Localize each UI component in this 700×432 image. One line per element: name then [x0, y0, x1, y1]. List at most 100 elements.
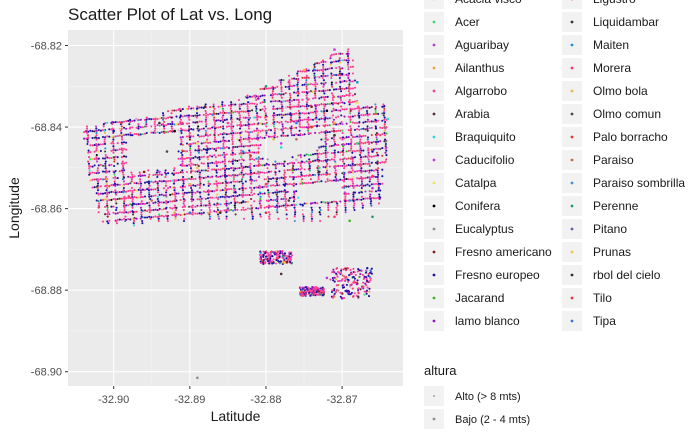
cloud-point [362, 149, 365, 152]
cloud-point [343, 296, 346, 300]
cloud-point [257, 193, 260, 196]
cloud-point [360, 286, 363, 289]
cloud-point [374, 190, 378, 193]
cloud-point [320, 145, 323, 148]
cloud-point [239, 123, 242, 126]
cloud-point [202, 183, 205, 186]
cloud-point [258, 162, 261, 165]
cloud-point [351, 72, 354, 75]
cloud-point [331, 276, 334, 280]
cloud-point [162, 116, 165, 120]
cloud-point [297, 109, 300, 113]
cloud-point [368, 195, 372, 198]
cloud-point [345, 157, 348, 161]
cloud-point [158, 180, 161, 183]
cloud-point [343, 115, 346, 118]
cloud-point [183, 185, 186, 188]
cloud-point [359, 151, 362, 154]
cloud-point [137, 188, 140, 191]
cloud-point [322, 137, 325, 140]
cloud-point [307, 112, 310, 115]
cloud-point [255, 144, 258, 147]
cloud-point [156, 169, 159, 172]
legend-altura-label: Alto (> 8 mts) [455, 391, 521, 403]
cloud-point [295, 175, 298, 179]
legend-key-dot [570, 112, 574, 116]
cloud-point [372, 155, 375, 158]
cloud-point [301, 119, 304, 122]
data-point [158, 121, 161, 125]
cloud-point [217, 215, 220, 218]
cloud-point [239, 120, 242, 124]
cloud-point [343, 80, 346, 83]
cloud-point [135, 189, 138, 192]
cloud-point [277, 253, 281, 256]
cloud-point [247, 118, 250, 121]
cloud-point [95, 156, 98, 159]
cloud-point [104, 153, 107, 157]
cloud-point [358, 128, 361, 131]
cloud-point [267, 260, 270, 263]
cloud-point [342, 171, 345, 174]
cloud-point [327, 206, 330, 209]
cloud-point [225, 118, 228, 121]
cloud-point [113, 182, 116, 185]
cloud-point [343, 162, 346, 165]
cloud-point [274, 164, 277, 168]
y-tick-label: -68.88 [31, 285, 62, 297]
cloud-point [244, 172, 247, 175]
cloud-point [293, 204, 296, 207]
cloud-point [263, 164, 266, 167]
cloud-point [370, 141, 373, 144]
cloud-point [244, 200, 247, 204]
cloud-point [116, 198, 119, 201]
cloud-point [140, 213, 143, 216]
cloud-point [318, 211, 321, 214]
cloud-point [377, 202, 381, 205]
cloud-point [342, 145, 345, 148]
cloud-point [377, 140, 380, 143]
cloud-point [231, 142, 234, 146]
cloud-point [353, 143, 357, 146]
cloud-point [95, 158, 98, 161]
cloud-point [353, 114, 357, 117]
cloud-point [374, 103, 377, 106]
cloud-point [198, 114, 201, 117]
cloud-point [114, 197, 117, 201]
cloud-point [172, 173, 175, 176]
cloud-point [326, 131, 329, 134]
legend-label: Jacarand [455, 291, 504, 305]
cloud-point [317, 175, 320, 179]
cloud-point [102, 123, 105, 126]
cloud-point [264, 258, 267, 261]
cloud-point [345, 73, 348, 76]
cloud-point [251, 130, 254, 134]
cloud-point [377, 147, 380, 150]
cloud-point [333, 156, 336, 159]
cloud-point [282, 131, 285, 135]
cloud-point [349, 129, 352, 132]
cloud-point [191, 213, 194, 216]
cloud-point [341, 179, 344, 182]
cloud-point [255, 186, 258, 189]
cloud-point [295, 112, 298, 115]
cloud-point [247, 125, 250, 128]
cloud-point [231, 140, 234, 143]
cloud-point [106, 206, 109, 209]
cloud-point [309, 90, 312, 93]
cloud-point [219, 182, 222, 185]
cloud-point [256, 116, 259, 119]
cloud-point [341, 80, 344, 83]
cloud-point [249, 167, 252, 170]
cloud-point [213, 120, 217, 124]
cloud-point [331, 296, 334, 299]
cloud-point [185, 114, 189, 117]
cloud-point [280, 90, 283, 93]
cloud-point [120, 151, 123, 154]
cloud-point [347, 57, 350, 60]
cloud-point [239, 116, 242, 119]
data-point [264, 85, 268, 88]
cloud-point [376, 160, 379, 163]
cloud-point [192, 107, 195, 110]
cloud-point [313, 76, 316, 80]
